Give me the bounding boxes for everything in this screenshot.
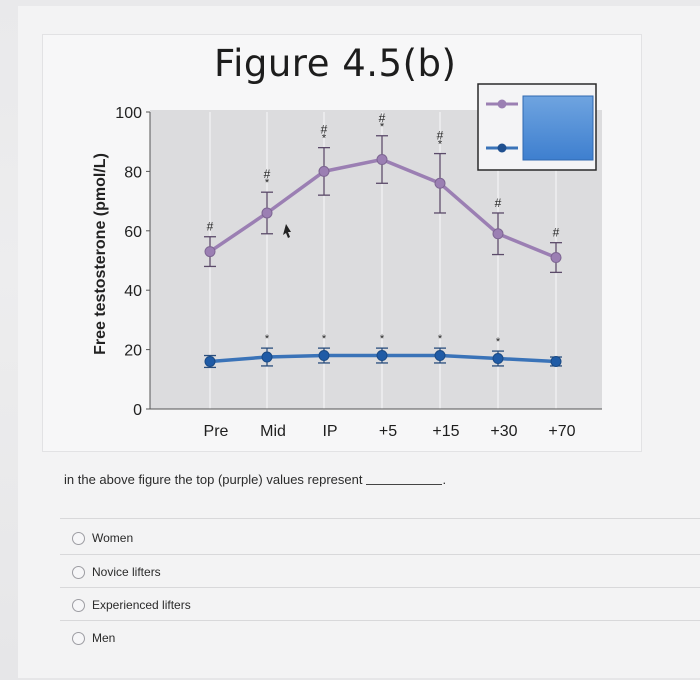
data-point	[550, 252, 562, 264]
y-tick-label: 0	[133, 402, 142, 419]
radio-experienced-lifters[interactable]	[72, 598, 85, 612]
x-tick-label: +15	[432, 423, 459, 440]
legend-blue-marker	[497, 143, 507, 153]
x-tick-label: +30	[490, 423, 517, 440]
data-point	[204, 355, 216, 367]
radio-women[interactable]	[72, 531, 85, 545]
significance-label: *	[380, 333, 385, 345]
cursor-icon	[283, 224, 291, 238]
x-tick-label: +5	[379, 423, 397, 440]
x-tick-label: +70	[548, 423, 575, 440]
significance-label: *	[322, 133, 327, 145]
option-label: Women	[92, 531, 134, 545]
figure-title: Figure 4.5(b)	[214, 42, 457, 85]
data-point	[492, 228, 504, 240]
significance-label: *	[380, 121, 385, 133]
question-text: in the above figure the top (purple) val…	[64, 472, 447, 487]
significance-label: *	[322, 333, 327, 345]
significance-label: *	[265, 177, 270, 189]
data-point	[204, 246, 216, 258]
legend-purple-marker	[497, 99, 507, 109]
significance-label: *	[496, 336, 501, 348]
y-tick-label: 80	[124, 164, 142, 181]
divider	[60, 620, 700, 621]
option-experienced-lifters[interactable]: Experienced lifters	[72, 598, 191, 612]
legend-swatch	[522, 95, 594, 161]
data-point	[434, 350, 446, 362]
x-tick-label: Pre	[204, 423, 229, 440]
data-point	[376, 154, 388, 166]
data-point	[318, 350, 330, 362]
significance-label: #	[321, 123, 328, 137]
significance-label: #	[495, 196, 502, 210]
divider	[60, 587, 700, 588]
data-point	[261, 207, 273, 219]
divider	[60, 554, 700, 555]
option-label: Men	[92, 631, 116, 645]
significance-label: #	[553, 226, 560, 240]
significance-label: #	[379, 111, 386, 125]
option-novice-lifters[interactable]: Novice lifters	[72, 565, 161, 579]
significance-label: *	[438, 333, 443, 345]
y-tick-label: 100	[115, 105, 142, 122]
significance-label: *	[265, 333, 270, 345]
significance-label: #	[207, 220, 214, 234]
x-tick-label: Mid	[260, 423, 286, 440]
y-tick-label: 40	[124, 283, 142, 300]
significance-label: #	[437, 129, 444, 143]
answer-blank	[366, 484, 443, 485]
y-tick-label: 20	[124, 343, 142, 360]
data-point	[550, 355, 562, 367]
option-women[interactable]: Women	[72, 531, 133, 545]
divider	[60, 518, 700, 519]
significance-label: *	[438, 139, 443, 151]
option-men[interactable]: Men	[72, 631, 115, 645]
data-point	[318, 165, 330, 177]
y-tick-label: 60	[124, 224, 142, 241]
data-point	[376, 350, 388, 362]
data-point	[261, 351, 273, 363]
radio-novice-lifters[interactable]	[72, 565, 85, 579]
option-label: Experienced lifters	[92, 598, 191, 612]
question-label: in the above figure the top (purple) val…	[64, 472, 363, 487]
radio-men[interactable]	[72, 631, 85, 645]
significance-label: #	[264, 167, 271, 181]
option-label: Novice lifters	[92, 565, 161, 579]
data-point	[492, 353, 504, 365]
x-tick-label: IP	[322, 423, 337, 440]
data-point	[434, 177, 446, 189]
